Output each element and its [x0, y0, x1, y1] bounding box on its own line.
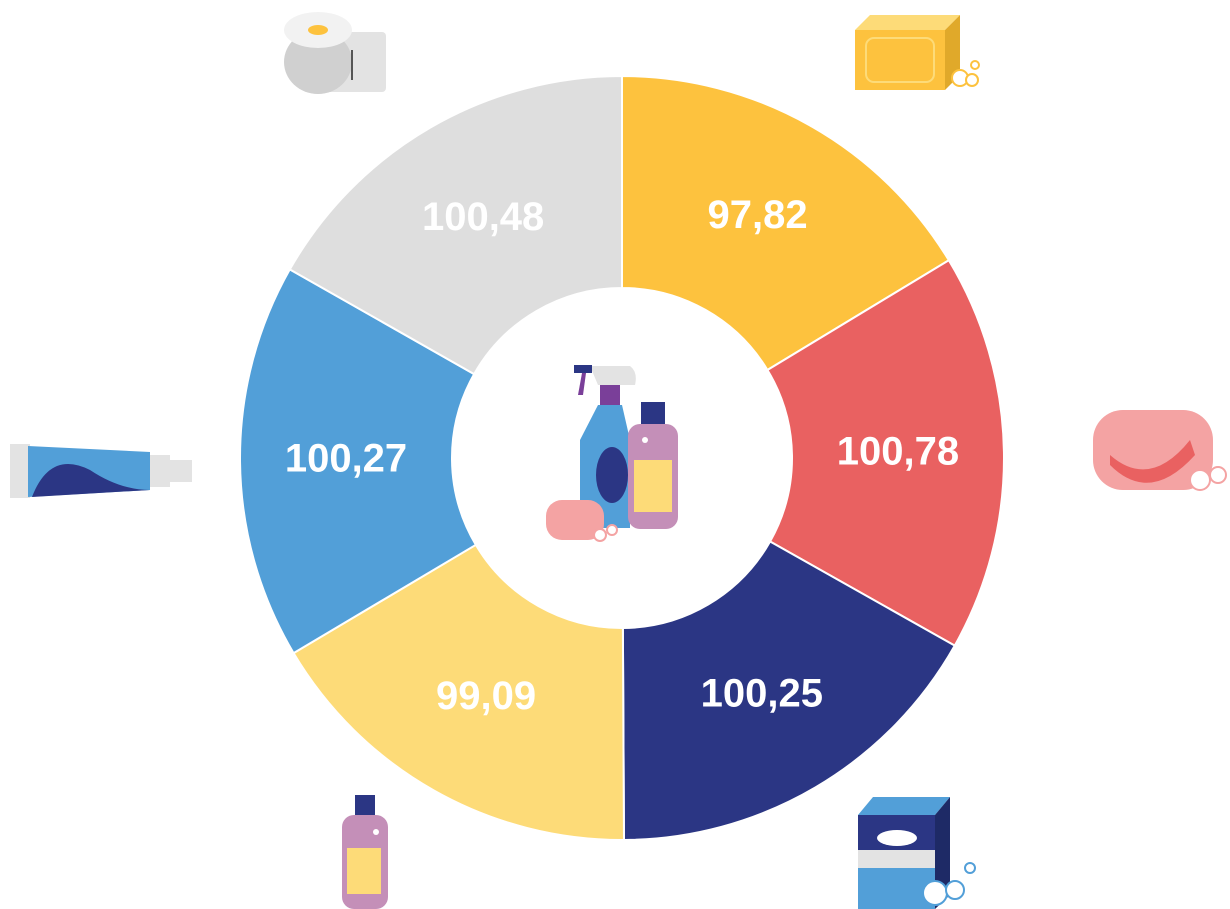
- icon-toilet-paper: [284, 12, 386, 94]
- icon-box: [858, 797, 975, 909]
- icon-center-cleaning: [546, 365, 678, 541]
- icon-bottle: [342, 795, 388, 909]
- value-label: 100,48: [422, 195, 544, 239]
- value-label: 97,82: [707, 193, 807, 237]
- page: 97,82100,78100,2599,09100,27100,48 (() =…: [0, 0, 1230, 909]
- icon-soap-pink: [1093, 410, 1226, 490]
- value-label: 100,78: [837, 429, 959, 473]
- value-label: 99,09: [436, 674, 536, 718]
- value-label: 100,25: [701, 672, 823, 716]
- icon-soap-bar-yellow: [855, 15, 979, 90]
- value-label: 100,27: [285, 436, 407, 480]
- icon-toothpaste: [10, 444, 192, 498]
- chart: 97,82 100,78 100,25 99,09 100,27 100,48: [0, 0, 1230, 909]
